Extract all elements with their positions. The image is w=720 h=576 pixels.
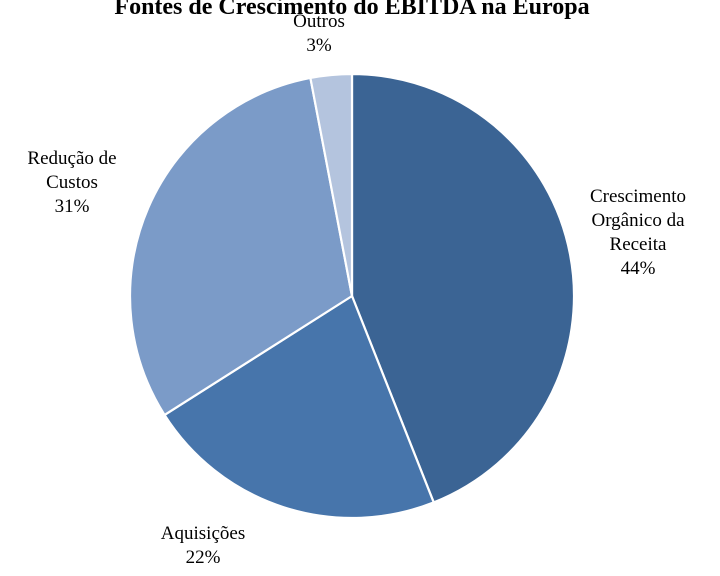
slice-value-label: 44% xyxy=(621,258,656,279)
slice-category-label: Orgânico da xyxy=(591,210,685,231)
pie-slices xyxy=(128,72,576,520)
slice-category-label: Redução de xyxy=(27,148,116,169)
slice-value-label: 31% xyxy=(55,196,90,217)
slice-category-label: Custos xyxy=(46,172,98,193)
pie-slice-3 xyxy=(128,76,354,417)
slice-label-1: Crescimento Orgânico da Receita 44% xyxy=(590,186,686,279)
slice-value-label: 3% xyxy=(306,35,332,56)
pie-labels: Crescimento Orgânico da Receita 44% Aquisiçõ… xyxy=(27,11,686,568)
slice-label-3: Redução de Custos 31% xyxy=(27,148,116,217)
pie-slice-4 xyxy=(309,72,354,297)
slice-category-label: Receita xyxy=(610,234,668,255)
pie-slice-1 xyxy=(350,72,576,504)
slice-label-4: Outros 3% xyxy=(293,11,345,56)
slice-value-label: 22% xyxy=(186,547,221,568)
slice-category-label: Crescimento xyxy=(590,186,686,207)
slice-label-2: Aquisições 22% xyxy=(161,523,245,568)
chart-title: Fontes de Crescimento do EBITDA na Europ… xyxy=(114,0,589,20)
slice-category-label: Aquisições xyxy=(161,523,245,544)
pie-slice-2 xyxy=(163,294,436,520)
slice-category-label: Outros xyxy=(293,11,345,32)
